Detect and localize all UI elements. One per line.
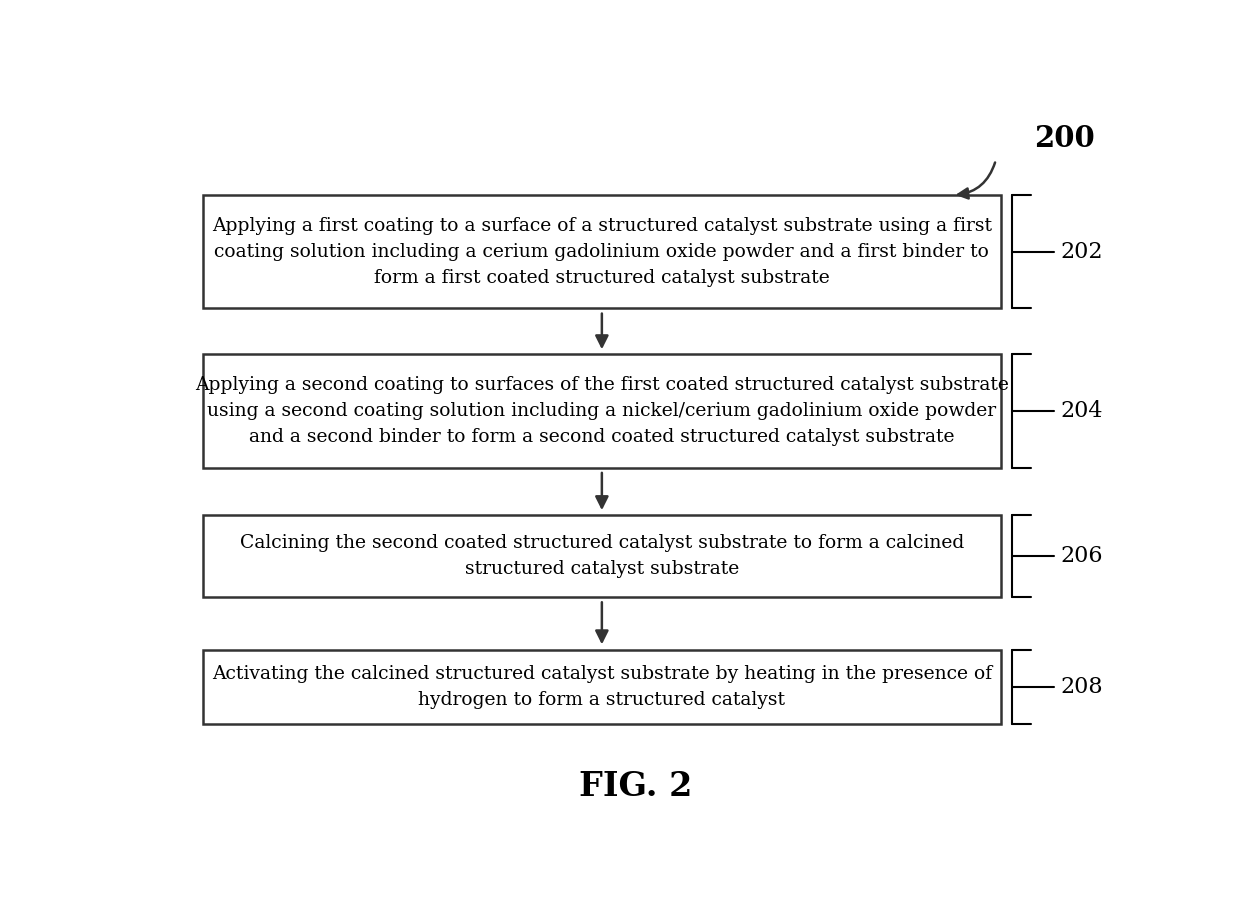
FancyArrowPatch shape bbox=[959, 163, 994, 199]
Text: 202: 202 bbox=[1060, 241, 1102, 263]
Text: Activating the calcined structured catalyst substrate by heating in the presence: Activating the calcined structured catal… bbox=[212, 665, 992, 709]
Text: 206: 206 bbox=[1060, 545, 1102, 567]
Text: 208: 208 bbox=[1060, 676, 1102, 698]
FancyBboxPatch shape bbox=[203, 650, 1001, 724]
Text: FIG. 2: FIG. 2 bbox=[579, 769, 692, 802]
Text: 204: 204 bbox=[1060, 400, 1102, 422]
FancyBboxPatch shape bbox=[203, 516, 1001, 596]
Text: Applying a second coating to surfaces of the first coated structured catalyst su: Applying a second coating to surfaces of… bbox=[195, 376, 1009, 446]
Text: Calcining the second coated structured catalyst substrate to form a calcined
str: Calcining the second coated structured c… bbox=[239, 534, 963, 578]
FancyBboxPatch shape bbox=[203, 355, 1001, 468]
Text: Applying a first coating to a surface of a structured catalyst substrate using a: Applying a first coating to a surface of… bbox=[212, 217, 992, 287]
FancyBboxPatch shape bbox=[203, 195, 1001, 309]
Text: 200: 200 bbox=[1034, 124, 1095, 153]
